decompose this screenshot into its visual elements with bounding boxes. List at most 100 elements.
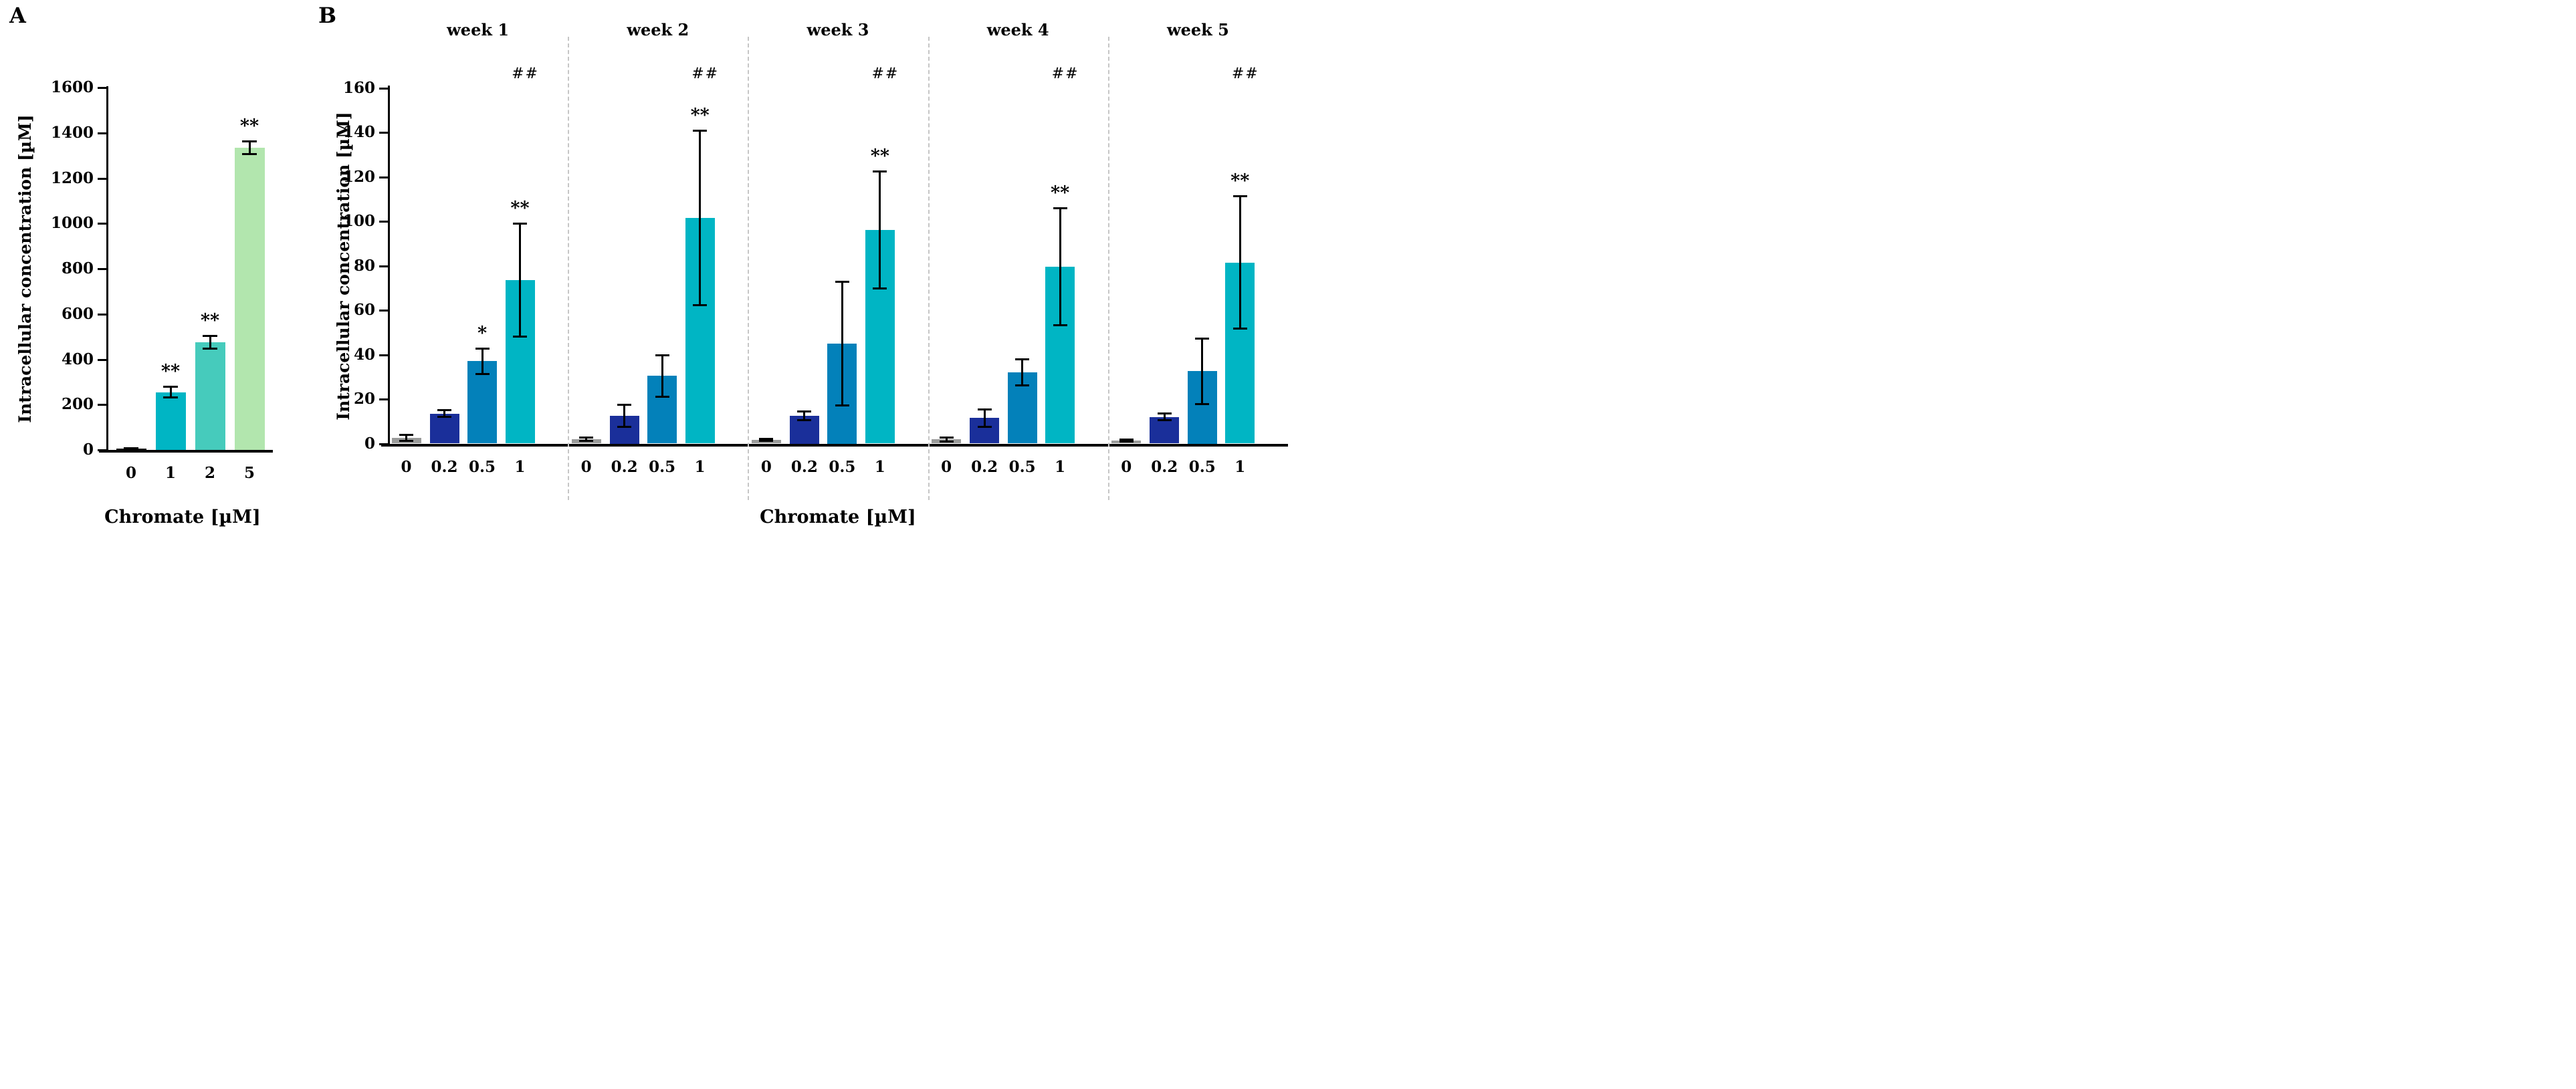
group-hash-annotation: ## (871, 66, 899, 82)
figure-canvas: A Intracellular concentration [µM] Chrom… (0, 0, 1288, 545)
week-separator-line (568, 37, 570, 500)
y-axis-tick-label: 120 (342, 167, 375, 186)
error-bar-cap (513, 223, 527, 225)
group-hash-annotation: ## (512, 66, 539, 82)
x-axis-category-label: 0.5 (1008, 457, 1036, 476)
significance-asterisk: ** (160, 361, 181, 382)
y-axis-tick-label: 600 (61, 304, 94, 323)
error-bar-cap (617, 404, 632, 406)
y-axis-tick (379, 310, 388, 312)
y-axis-tick (98, 404, 106, 406)
error-bar-cap (1232, 195, 1247, 197)
group-hash-annotation: ## (1051, 66, 1079, 82)
significance-asterisk: ** (690, 104, 710, 126)
error-bar-line (945, 437, 948, 442)
bar (195, 342, 225, 450)
y-axis-tick-label: 1400 (50, 123, 94, 142)
x-axis-category-label: 0.5 (829, 457, 856, 476)
error-bar-cap (977, 425, 992, 428)
error-bar-cap (242, 152, 257, 155)
error-bar-cap (579, 436, 594, 439)
significance-asterisk: ** (200, 310, 220, 331)
bar (234, 147, 265, 450)
error-bar-line (1163, 413, 1166, 420)
error-bar-cap (163, 386, 178, 388)
error-bar-line (1021, 359, 1024, 386)
group-week-label: week 5 (1166, 20, 1229, 39)
x-axis-category-label: 0.2 (790, 457, 818, 476)
week-separator-line (928, 37, 930, 500)
error-bar-cap (1232, 328, 1247, 330)
y-axis-tick (98, 268, 106, 270)
error-bar-line (983, 408, 986, 427)
y-axis-tick (379, 265, 388, 267)
y-axis-tick-label: 80 (353, 256, 375, 275)
x-axis-category-label: 1 (514, 457, 526, 476)
error-bar-line (879, 171, 881, 289)
x-axis-category-label: 0 (125, 464, 136, 482)
error-bar-cap (1195, 337, 1210, 340)
y-axis-tick (379, 176, 388, 178)
x-axis-category-label: 0.2 (1151, 457, 1178, 476)
y-axis-tick (98, 177, 106, 180)
error-bar-cap (1053, 324, 1067, 327)
error-bar-cap (797, 418, 812, 421)
y-axis-tick (98, 132, 106, 134)
significance-asterisk: ** (1230, 170, 1250, 191)
x-axis-category-label: 0.5 (468, 457, 496, 476)
x-axis-category-label: 0.2 (971, 457, 998, 476)
error-bar-line (623, 404, 626, 427)
error-bar-cap (399, 439, 413, 442)
y-axis-tick-label: 140 (342, 123, 375, 141)
x-axis-category-label: 1 (1235, 457, 1246, 476)
panel-a-x-axis-title: Chromate [µM] (104, 507, 261, 527)
x-axis-category-label: 0.5 (1188, 457, 1216, 476)
error-bar-cap (1157, 418, 1172, 421)
y-axis-tick (98, 313, 106, 316)
error-bar-cap (617, 425, 632, 428)
y-axis-tick (98, 223, 106, 225)
x-axis-category-label: 1 (874, 457, 885, 476)
y-axis-tick-label: 20 (353, 390, 375, 408)
error-bar-line (209, 335, 211, 350)
y-axis-tick-label: 1000 (50, 214, 94, 233)
y-axis-tick-label: 100 (342, 212, 375, 230)
error-bar-cap (797, 410, 812, 413)
error-bar-line (1059, 208, 1061, 326)
group-week-label: week 4 (986, 20, 1049, 39)
group-week-label: week 2 (627, 20, 689, 39)
error-bar-line (1201, 338, 1204, 405)
bar (429, 413, 459, 444)
panel-b-label: B (318, 3, 337, 28)
x-axis-category-label: 2 (204, 464, 215, 482)
y-axis-tick (98, 87, 106, 89)
error-bar-line (481, 348, 484, 375)
y-axis-line (388, 86, 390, 446)
error-bar-cap (513, 335, 527, 338)
x-axis-category-label: 0 (760, 457, 772, 476)
y-axis-tick (379, 87, 388, 90)
error-bar-cap (124, 448, 138, 451)
error-bar-cap (835, 280, 849, 283)
y-axis-tick-label: 800 (61, 259, 94, 277)
group-hash-annotation: ## (1231, 66, 1259, 82)
week-separator-line (748, 37, 750, 500)
significance-asterisk: ** (1050, 183, 1070, 204)
x-axis-category-label: 0 (580, 457, 592, 476)
x-axis-category-label: 1 (1055, 457, 1066, 476)
error-bar-cap (1157, 412, 1172, 415)
y-axis-tick (379, 132, 388, 134)
y-axis-tick-label: 40 (353, 345, 375, 364)
error-bar-cap (693, 129, 708, 132)
error-bar-cap (1015, 384, 1030, 387)
error-bar-cap (655, 395, 669, 398)
error-bar-cap (437, 408, 451, 411)
y-axis-tick (98, 449, 106, 451)
x-axis-category-label: 0.2 (611, 457, 638, 476)
group-week-label: week 1 (447, 20, 510, 39)
group-week-label: week 3 (807, 20, 869, 39)
error-bar-cap (475, 373, 490, 376)
bar (1150, 416, 1180, 444)
x-axis-category-label: 0 (1121, 457, 1132, 476)
y-axis-tick-label: 60 (353, 301, 375, 319)
